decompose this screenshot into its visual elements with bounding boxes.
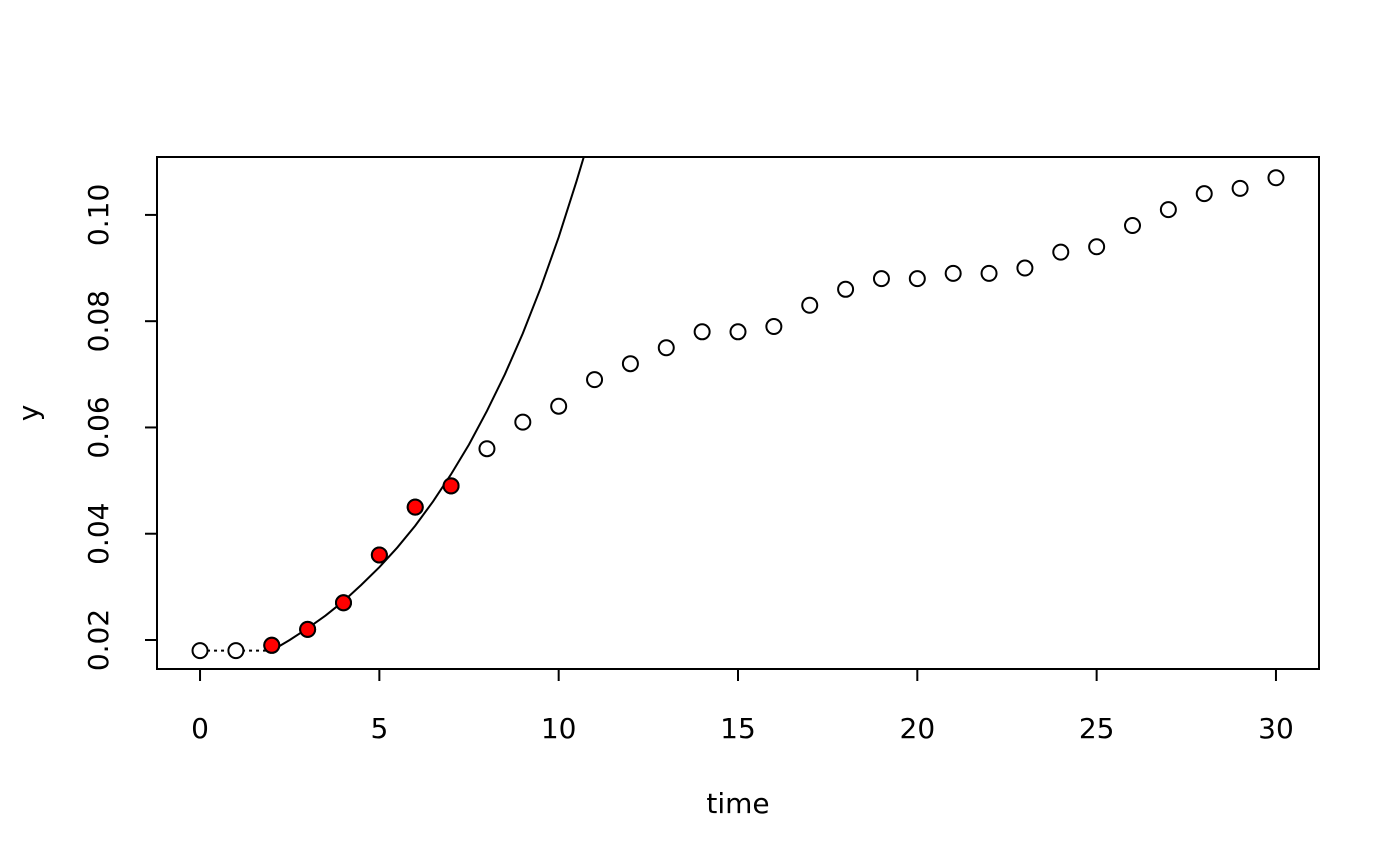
y-tick-label: 0.02	[82, 609, 115, 671]
data-point	[191, 642, 209, 660]
data-point	[478, 440, 496, 458]
data-point	[944, 264, 962, 282]
fitted-point	[299, 620, 317, 638]
data-point	[908, 270, 926, 288]
data-point	[586, 371, 604, 389]
data-point	[1124, 217, 1142, 235]
data-point	[1231, 179, 1249, 197]
data-point	[693, 323, 711, 341]
fitted-curve	[271, 157, 585, 652]
x-tick-label: 20	[900, 712, 936, 745]
fitted-point	[406, 498, 424, 516]
y-tick-label: 0.08	[82, 290, 115, 352]
fitted-point	[442, 477, 460, 495]
x-tick-label: 30	[1258, 712, 1294, 745]
plot-frame	[156, 156, 1320, 670]
y-axis-label: y	[12, 405, 45, 422]
data-point	[657, 339, 675, 357]
plot-area	[191, 157, 1285, 660]
data-point	[621, 355, 639, 373]
data-point	[1195, 185, 1213, 203]
y-tick-label: 0.10	[82, 184, 115, 246]
data-point	[514, 413, 532, 431]
x-tick-label: 10	[541, 712, 577, 745]
fitted-point	[370, 546, 388, 564]
x-tick-label: 15	[720, 712, 756, 745]
data-point	[729, 323, 747, 341]
data-point	[1159, 201, 1177, 219]
data-point	[837, 280, 855, 298]
y-tick-label: 0.06	[82, 396, 115, 458]
x-tick-label: 5	[370, 712, 388, 745]
data-point	[1052, 243, 1070, 261]
data-point	[1088, 238, 1106, 256]
data-point	[1267, 169, 1285, 187]
data-point	[550, 397, 568, 415]
fitted-point	[263, 636, 281, 654]
y-tick-label: 0.04	[82, 503, 115, 565]
data-point	[227, 642, 245, 660]
x-tick-label: 25	[1079, 712, 1115, 745]
data-point	[801, 296, 819, 314]
data-point	[1016, 259, 1034, 277]
fitted-point	[334, 594, 352, 612]
data-point	[872, 270, 890, 288]
x-axis-label: time	[706, 787, 769, 820]
data-point	[980, 264, 998, 282]
x-tick-label: 0	[191, 712, 209, 745]
data-point	[765, 317, 783, 335]
